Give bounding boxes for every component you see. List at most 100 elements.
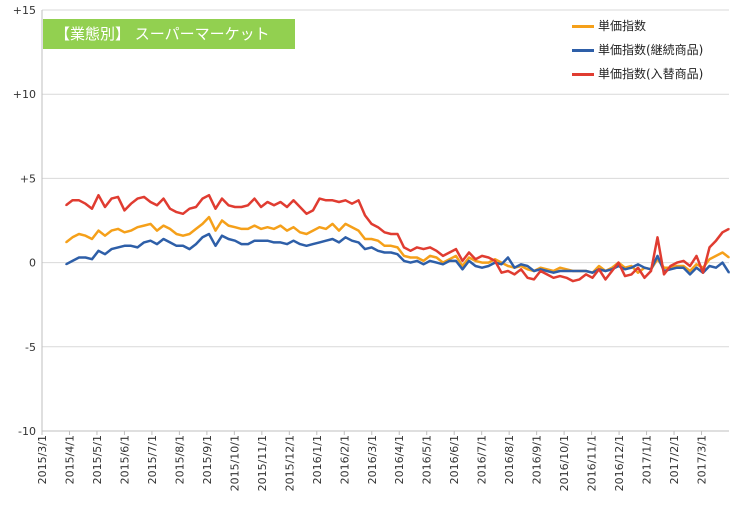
- data-point-2: [221, 197, 223, 200]
- x-tick-label: 2016/6/1: [448, 435, 461, 484]
- data-point-0: [708, 258, 711, 261]
- data-point-2: [260, 206, 262, 208]
- data-point-1: [227, 238, 230, 240]
- data-point-1: [689, 273, 691, 276]
- data-point-2: [104, 206, 106, 208]
- data-point-2: [487, 256, 490, 259]
- data-point-1: [377, 250, 379, 252]
- chart-title: 【業態別】 スーパーマーケット: [43, 19, 295, 49]
- data-point-0: [253, 224, 256, 227]
- data-point-2: [676, 261, 678, 264]
- data-point-1: [221, 234, 223, 237]
- data-point-2: [663, 273, 665, 276]
- data-point-1: [442, 263, 444, 266]
- data-point-2: [312, 209, 314, 212]
- data-point-2: [208, 194, 210, 196]
- data-point-0: [435, 256, 438, 259]
- data-point-1: [572, 270, 574, 272]
- data-point-2: [331, 199, 334, 202]
- data-point-2: [97, 194, 100, 196]
- x-tick-label: 2016/3/1: [366, 435, 379, 484]
- x-tick-label: 2015/8/1: [173, 435, 186, 484]
- data-point-1: [500, 263, 503, 266]
- data-point-1: [682, 266, 685, 269]
- data-point-2: [520, 268, 522, 271]
- data-point-1: [715, 266, 717, 269]
- data-point-1: [559, 270, 561, 272]
- series-line-0: [65, 215, 730, 274]
- x-tick-label: 2016/11/1: [586, 435, 599, 491]
- data-point-1: [182, 245, 184, 247]
- data-point-1: [383, 251, 386, 254]
- data-point-1: [474, 265, 477, 267]
- data-point-2: [390, 233, 392, 235]
- data-point-2: [559, 275, 561, 277]
- data-point-2: [188, 207, 191, 210]
- data-point-0: [351, 226, 353, 228]
- data-point-1: [370, 246, 373, 249]
- data-point-0: [481, 261, 483, 264]
- data-point-2: [539, 270, 542, 272]
- data-point-2: [598, 268, 600, 271]
- data-point-2: [338, 201, 340, 203]
- data-point-0: [214, 229, 217, 232]
- data-point-1: [117, 246, 119, 249]
- data-point-1: [78, 256, 80, 259]
- data-point-2: [273, 204, 275, 207]
- legend-item-unit-price: 単価指数: [572, 14, 732, 38]
- data-point-2: [201, 197, 204, 200]
- data-point-1: [526, 265, 529, 267]
- data-point-0: [240, 228, 243, 230]
- x-tick-label: 2015/12/1: [283, 435, 296, 491]
- data-point-2: [481, 255, 483, 257]
- data-point-1: [286, 243, 288, 245]
- data-point-1: [195, 243, 197, 245]
- x-tick-label: 2016/10/1: [558, 435, 571, 491]
- x-tick-label: 2015/6/1: [118, 435, 131, 484]
- data-point-1: [422, 263, 425, 266]
- data-point-0: [169, 228, 171, 230]
- data-point-2: [91, 207, 93, 210]
- data-point-0: [273, 228, 275, 230]
- data-point-1: [364, 248, 366, 250]
- data-point-0: [383, 245, 386, 247]
- data-point-2: [149, 201, 152, 203]
- data-point-2: [500, 271, 503, 274]
- legend-label-continuing: 単価指数(継続商品): [598, 43, 704, 57]
- data-point-2: [604, 278, 607, 281]
- data-point-0: [208, 216, 210, 218]
- data-point-0: [637, 271, 639, 274]
- data-point-2: [572, 280, 574, 282]
- data-point-1: [299, 243, 301, 245]
- data-point-2: [240, 206, 243, 208]
- chart-title-text: 【業態別】 スーパーマーケット: [55, 25, 270, 43]
- data-point-1: [247, 243, 249, 245]
- data-point-1: [507, 256, 509, 259]
- x-tick-label: 2015/5/1: [91, 435, 104, 484]
- data-point-2: [292, 199, 295, 202]
- data-point-0: [227, 224, 230, 227]
- data-point-2: [630, 273, 633, 276]
- data-point-1: [143, 241, 145, 244]
- legend-item-continuing: 単価指数(継続商品): [572, 38, 732, 62]
- data-point-1: [65, 263, 67, 266]
- data-point-2: [396, 233, 399, 235]
- data-point-2: [65, 204, 67, 207]
- data-point-0: [396, 246, 399, 249]
- data-point-1: [721, 261, 724, 264]
- data-point-0: [286, 229, 288, 232]
- data-point-1: [240, 243, 243, 245]
- data-point-0: [65, 241, 67, 244]
- data-point-1: [253, 239, 256, 242]
- y-tick-label: -10: [18, 425, 36, 438]
- data-point-2: [383, 231, 386, 234]
- y-tick-label: -5: [25, 341, 36, 354]
- data-point-2: [318, 197, 321, 200]
- data-point-1: [676, 266, 678, 269]
- data-point-1: [91, 258, 93, 261]
- data-point-0: [468, 256, 470, 259]
- data-point-0: [84, 234, 87, 237]
- data-point-0: [422, 260, 425, 262]
- data-point-0: [507, 265, 509, 267]
- data-point-2: [546, 273, 548, 276]
